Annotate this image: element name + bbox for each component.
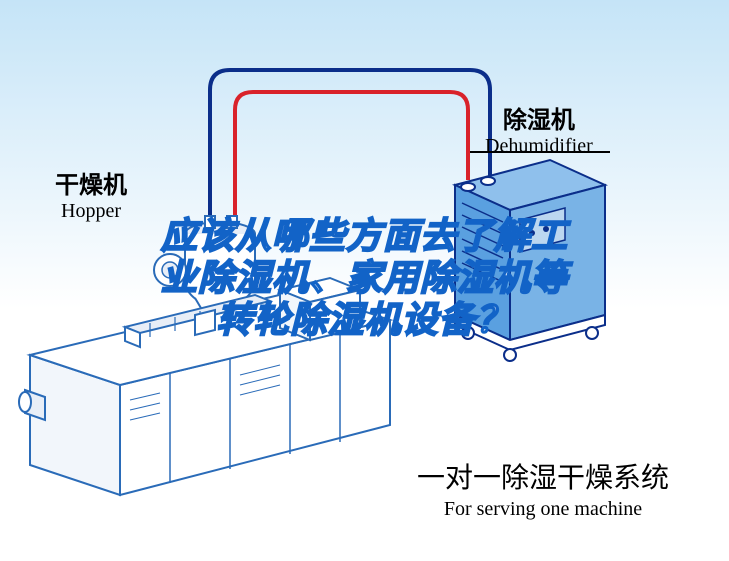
pipe-blue (210, 70, 490, 235)
hopper-label-en: Hopper (55, 200, 127, 223)
dehumidifier-label: 除湿机 Dehumidifier (485, 100, 593, 158)
dehumidifier-unit (455, 160, 605, 361)
hopper-label: 干燥机 Hopper (55, 165, 127, 223)
bottom-title: 一对一除湿干燥系统 For serving one machine (417, 456, 669, 521)
dehumidifier-label-cn: 除湿机 (485, 100, 593, 135)
bottom-title-cn: 一对一除湿干燥系统 (417, 456, 669, 496)
hopper-label-cn: 干燥机 (55, 165, 127, 200)
pipe-red (235, 92, 468, 235)
bottom-title-en: For serving one machine (417, 498, 669, 521)
extruder-machine (19, 278, 390, 495)
dehumidifier-label-en: Dehumidifier (485, 135, 593, 158)
